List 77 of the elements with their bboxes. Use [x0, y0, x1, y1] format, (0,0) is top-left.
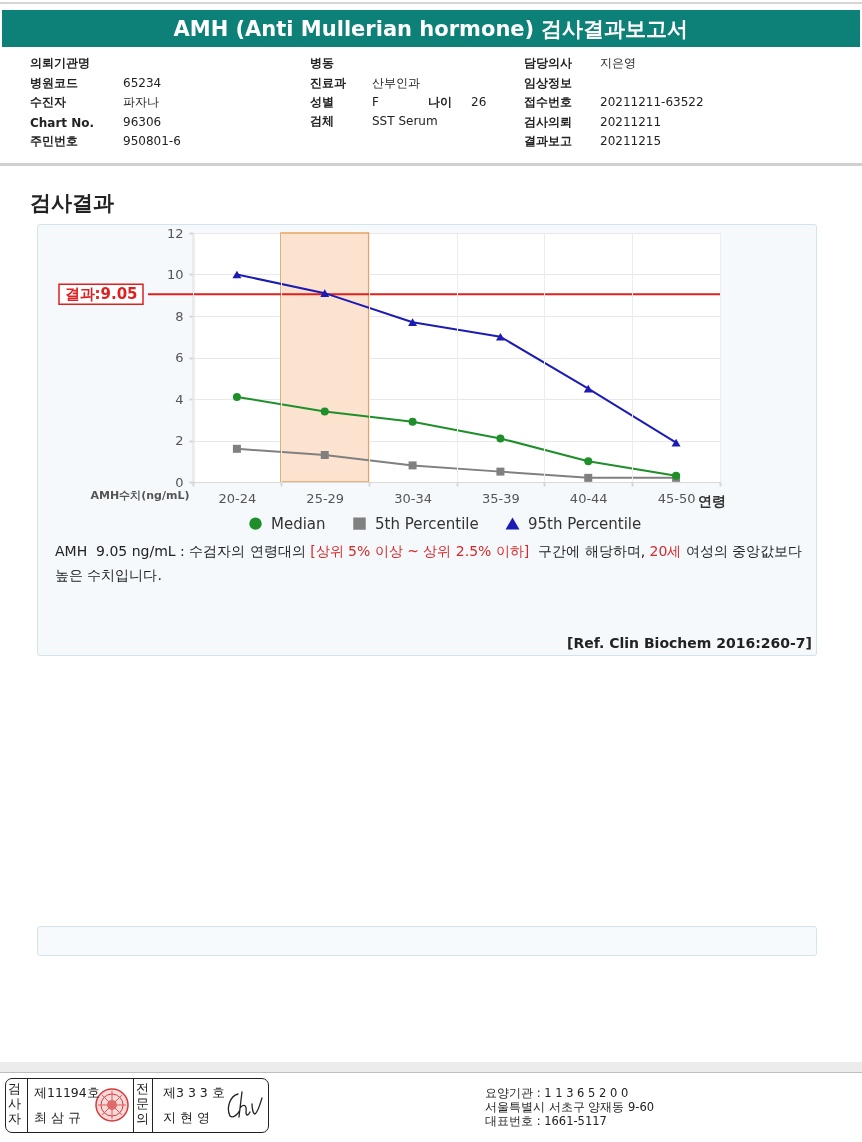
- text: 병원코드: [30, 75, 78, 91]
- text: 산부인과: [372, 75, 420, 91]
- point: [408, 417, 417, 426]
- text: F: [372, 94, 379, 110]
- text: 의뢰기관명: [30, 55, 90, 71]
- text: 접수번호: [524, 94, 572, 110]
- text: 검사의뢰: [524, 114, 572, 130]
- text: 여성의 중앙값보다: [684, 543, 803, 559]
- text: 대표번호 : 1661-5117: [485, 1113, 607, 1129]
- x-tick-label: 35-39: [482, 490, 520, 506]
- y-tick-label: 8: [175, 308, 184, 324]
- text: 96306: [123, 114, 162, 130]
- point: [320, 407, 329, 416]
- x-tick-label: 20-24: [218, 490, 257, 506]
- text: 나이: [428, 94, 452, 110]
- text: [Ref. Clin Biochem 2016:260-7]: [567, 635, 812, 651]
- x-tick-label: 40-44: [569, 490, 608, 506]
- point: [495, 332, 505, 341]
- text: 진료과: [310, 75, 346, 91]
- text: 서울특별시 서초구 양재동 9-60: [485, 1099, 655, 1115]
- text: 26: [471, 94, 487, 110]
- text: 최 삼 규: [34, 1110, 81, 1126]
- text: 병동: [310, 55, 334, 71]
- text: 검사자: [8, 1081, 22, 1126]
- text: Chart No.: [30, 115, 95, 131]
- point: [496, 467, 505, 476]
- text: 제11194호: [34, 1085, 100, 1101]
- legend-label: 95th Percentile: [528, 514, 642, 533]
- text: 지 현 영: [163, 1110, 210, 1126]
- text: 임상정보: [524, 75, 572, 91]
- y-tick-label: 0: [175, 474, 184, 490]
- y-tick-label: 12: [166, 225, 184, 241]
- point: [584, 473, 593, 482]
- y-tick-label: 4: [175, 391, 184, 407]
- chart-title: AMH (Anti Mullerian hormone) 검사결과보고서: [172, 16, 690, 42]
- point: [408, 461, 417, 470]
- text: 65234: [123, 75, 162, 91]
- text: 주민번호: [30, 133, 78, 149]
- y-tick-label: 2: [175, 433, 184, 448]
- text: AMH 9.05 ng/mL : 수검자의 연령대의: [55, 543, 307, 559]
- point: [408, 318, 418, 327]
- text: 담당의사: [524, 55, 572, 71]
- text: 지은영: [600, 55, 636, 71]
- x-tick-label: 30-34: [394, 490, 432, 506]
- text: 검체: [310, 113, 334, 129]
- text: 결과보고: [524, 133, 572, 149]
- text: 구간에 해당하며,: [537, 543, 647, 559]
- point: [320, 289, 330, 298]
- x-tick-label: 25-29: [306, 490, 345, 506]
- point: [496, 434, 505, 443]
- ref-line-label: 결과:9.05: [64, 285, 138, 304]
- text: 20211211-63522: [600, 94, 704, 110]
- point: [232, 444, 241, 453]
- point: [320, 451, 329, 460]
- chart-subtitle: 검사결과: [30, 190, 114, 216]
- text: 20세: [649, 543, 682, 559]
- point: [584, 457, 593, 466]
- text: 수진자: [30, 94, 66, 110]
- text: 전문의: [136, 1081, 150, 1126]
- point: [232, 392, 241, 401]
- text: 제3 3 3 호: [163, 1085, 225, 1101]
- y-axis-title: AMH수치(ng/mL): [90, 488, 190, 502]
- y-tick-label: 10: [166, 267, 184, 282]
- text: 20211211: [600, 114, 662, 130]
- legend-label: 5th Percentile: [375, 514, 479, 533]
- text: 성별: [310, 94, 334, 110]
- text: SST Serum: [372, 113, 438, 129]
- text: 950801-6: [123, 133, 181, 149]
- text: 20211215: [600, 133, 662, 149]
- legend-label: Median: [271, 514, 326, 533]
- text: 파자나: [123, 94, 159, 110]
- y-tick-label: 6: [175, 350, 184, 365]
- text: 요양기관 : 1 1 3 6 5 2 0 0: [485, 1085, 629, 1101]
- x-axis-title: 연령: [697, 492, 726, 509]
- x-tick-label: 45-50: [657, 490, 696, 506]
- text: 높은 수치입니다.: [55, 567, 162, 583]
- text: [상위 5% 이상 ~ 상위 2.5% 이하]: [310, 543, 530, 559]
